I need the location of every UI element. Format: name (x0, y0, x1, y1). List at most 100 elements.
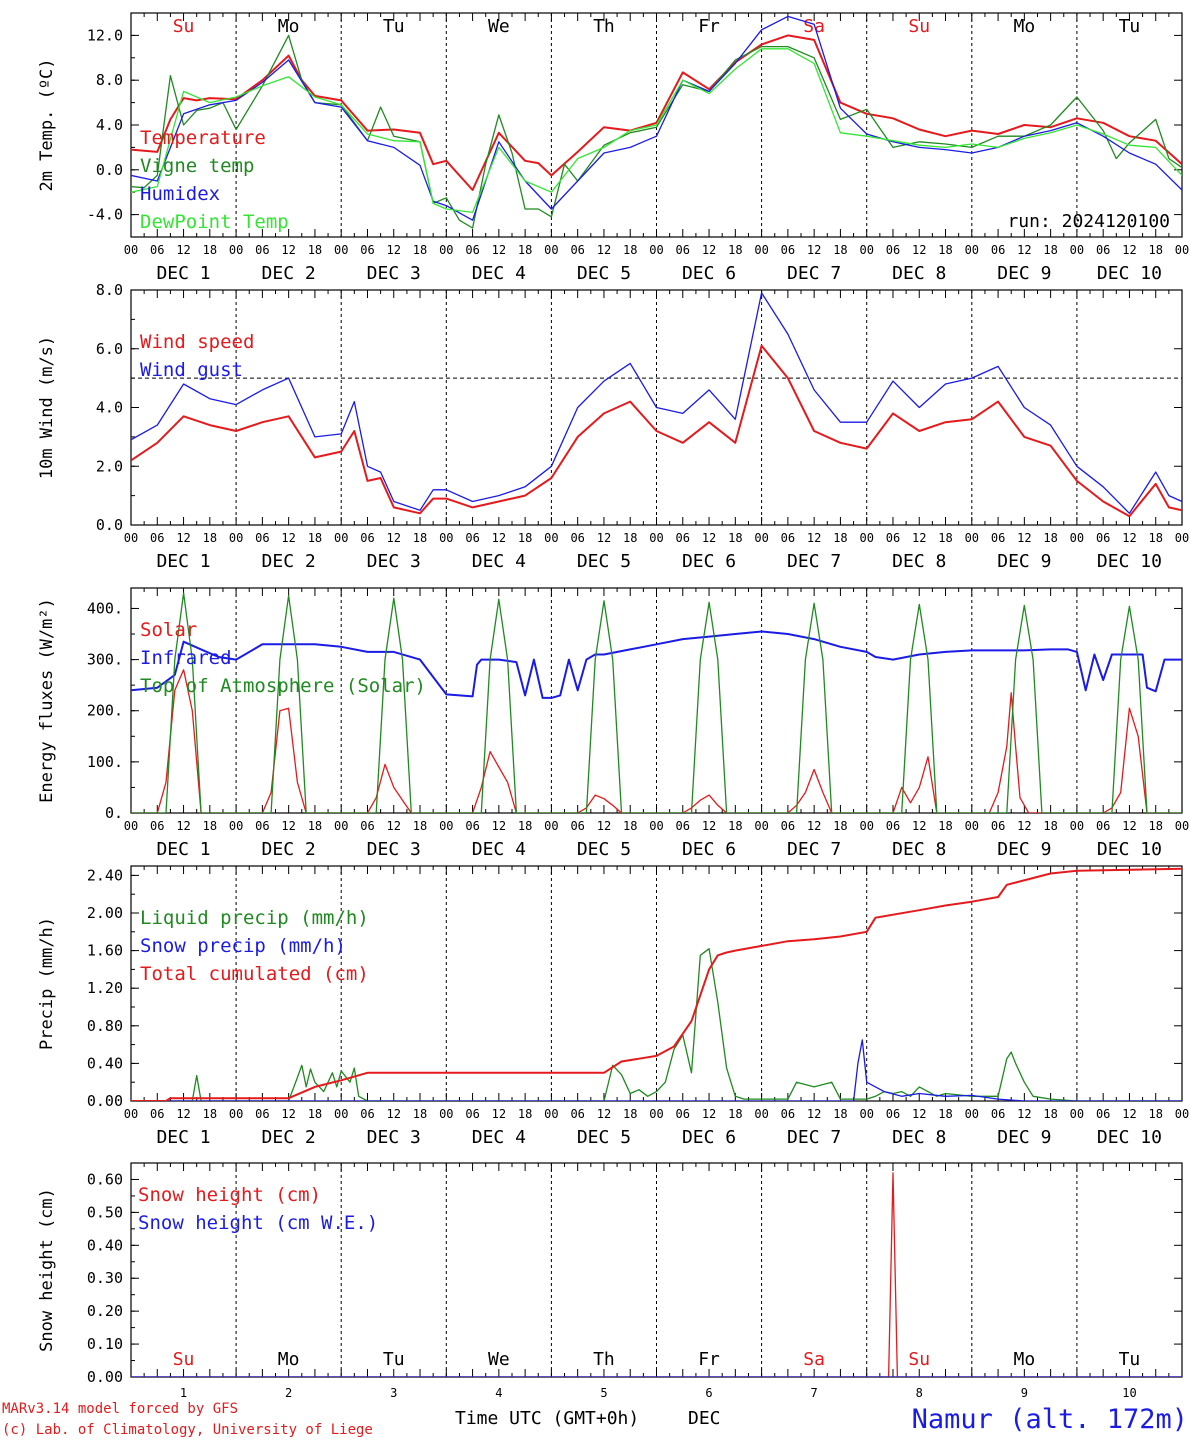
x-hour-label: 06 (360, 819, 374, 833)
x-hour-label: 06 (991, 819, 1005, 833)
x-hour-label: 18 (203, 243, 217, 257)
x-hour-label: 06 (781, 1107, 795, 1121)
y-axis-label: Precip (mm/h) (37, 917, 57, 1050)
x-hour-label: 18 (938, 531, 952, 545)
x-date-label: DEC 7 (787, 551, 841, 572)
x-hour-label: 18 (938, 819, 952, 833)
chart-panel-1: -4.0 0.0 4.0 8.0 12.0 2m Temp. (ºC) 00 06 12 18 00… (37, 12, 1189, 284)
x-hour-label: 00 (1070, 531, 1084, 545)
x-hour-label: 06 (1096, 1107, 1110, 1121)
x-hour-label: 00 (334, 243, 348, 257)
day-number-label: 6 (705, 1386, 712, 1400)
series-line (131, 344, 1182, 518)
x-hour-label: 18 (728, 819, 742, 833)
x-hour-label: 00 (439, 819, 453, 833)
weekday-label: Mo (278, 1349, 300, 1370)
x-hour-label: 18 (938, 1107, 952, 1121)
chart-panel-3: 0. 100. 200. 300. 400. Energy fluxes (W/m²) 00… (37, 587, 1189, 860)
x-date-label: DEC 2 (262, 551, 316, 572)
x-hour-label: 06 (991, 1107, 1005, 1121)
x-date-label: DEC 5 (577, 839, 631, 860)
x-hour-label: 06 (676, 1107, 690, 1121)
x-hour-label: 18 (413, 243, 427, 257)
x-hour-label: 12 (912, 531, 926, 545)
x-hour-label: 06 (1096, 819, 1110, 833)
x-hour-label: 18 (413, 531, 427, 545)
x-hour-label: 06 (886, 1107, 900, 1121)
y-tick-label: 0.80 (87, 1017, 123, 1035)
x-date-label: DEC 2 (262, 263, 316, 284)
x-hour-label: 00 (124, 243, 138, 257)
x-date-label: DEC 4 (472, 1127, 526, 1148)
x-hour-label: 00 (649, 243, 663, 257)
weekday-label: We (488, 16, 510, 37)
x-hour-label: 18 (518, 819, 532, 833)
x-date-label: DEC 7 (787, 839, 841, 860)
x-hour-label: 18 (1148, 1107, 1162, 1121)
x-hour-label: 12 (281, 1107, 295, 1121)
x-hour-label: 06 (781, 531, 795, 545)
x-hour-label: 06 (255, 243, 269, 257)
weekday-label: Sa (803, 1349, 825, 1370)
x-hour-label: 12 (912, 819, 926, 833)
y-tick-label: 200. (87, 702, 123, 720)
x-date-label: DEC 10 (1097, 263, 1162, 284)
y-tick-label: 2.40 (87, 866, 123, 884)
x-hour-label: 12 (176, 243, 190, 257)
y-tick-label: 1.60 (87, 942, 123, 960)
y-axis-label: Snow height (cm) (37, 1188, 57, 1352)
time-axis-label: Time UTC (GMT+0h) (455, 1408, 639, 1429)
y-tick-label: 0.10 (87, 1335, 123, 1353)
x-date-label: DEC 7 (787, 263, 841, 284)
weekday-label: Fr (698, 1349, 720, 1370)
x-hour-label: 00 (544, 243, 558, 257)
weekday-label: Su (908, 1349, 930, 1370)
y-tick-label: 2.0 (96, 457, 123, 475)
lab-credit: (c) Lab. of Climatology, University of L… (2, 1422, 373, 1438)
y-tick-label: 0.40 (87, 1054, 123, 1072)
y-tick-label: -4.0 (87, 206, 123, 224)
x-hour-label: 12 (281, 243, 295, 257)
weekday-label: Mo (1014, 1349, 1036, 1370)
x-hour-label: 18 (1043, 1107, 1057, 1121)
x-hour-label: 00 (965, 531, 979, 545)
x-hour-label: 06 (1096, 531, 1110, 545)
x-hour-label: 18 (518, 1107, 532, 1121)
x-hour-label: 12 (1122, 531, 1136, 545)
x-hour-label: 18 (518, 531, 532, 545)
model-credit: MARv3.14 model forced by GFS (2, 1401, 238, 1417)
x-hour-label: 12 (597, 1107, 611, 1121)
x-date-label: DEC 8 (892, 263, 946, 284)
x-date-label: DEC 5 (577, 1127, 631, 1148)
x-hour-label: 00 (544, 819, 558, 833)
x-date-label: DEC 8 (892, 551, 946, 572)
x-hour-label: 12 (176, 531, 190, 545)
legend-entry: Liquid precip (mm/h) (140, 907, 369, 929)
x-hour-label: 06 (150, 1107, 164, 1121)
x-hour-label: 18 (413, 819, 427, 833)
x-hour-label: 06 (255, 1107, 269, 1121)
x-hour-label: 06 (886, 531, 900, 545)
x-hour-label: 06 (150, 819, 164, 833)
x-hour-label: 18 (623, 1107, 637, 1121)
x-date-label: DEC 5 (577, 551, 631, 572)
legend-entry: DewPoint Temp (140, 211, 289, 233)
x-hour-label: 06 (1096, 243, 1110, 257)
x-hour-label: 12 (176, 819, 190, 833)
x-hour-label: 06 (255, 819, 269, 833)
x-date-label: DEC 3 (367, 839, 421, 860)
weekday-label: Su (908, 16, 930, 37)
x-hour-label: 18 (203, 819, 217, 833)
x-hour-label: 00 (229, 819, 243, 833)
day-number-label: 8 (916, 1386, 923, 1400)
x-date-label: DEC 2 (262, 1127, 316, 1148)
series-line (131, 867, 1182, 1101)
legend-entry: Top of Atmosphere (Solar) (140, 675, 426, 697)
x-hour-label: 12 (387, 243, 401, 257)
x-date-label: DEC 9 (997, 263, 1051, 284)
weekday-label: Th (593, 16, 615, 37)
x-hour-label: 00 (649, 1107, 663, 1121)
x-hour-label: 06 (360, 1107, 374, 1121)
x-hour-label: 18 (1148, 531, 1162, 545)
